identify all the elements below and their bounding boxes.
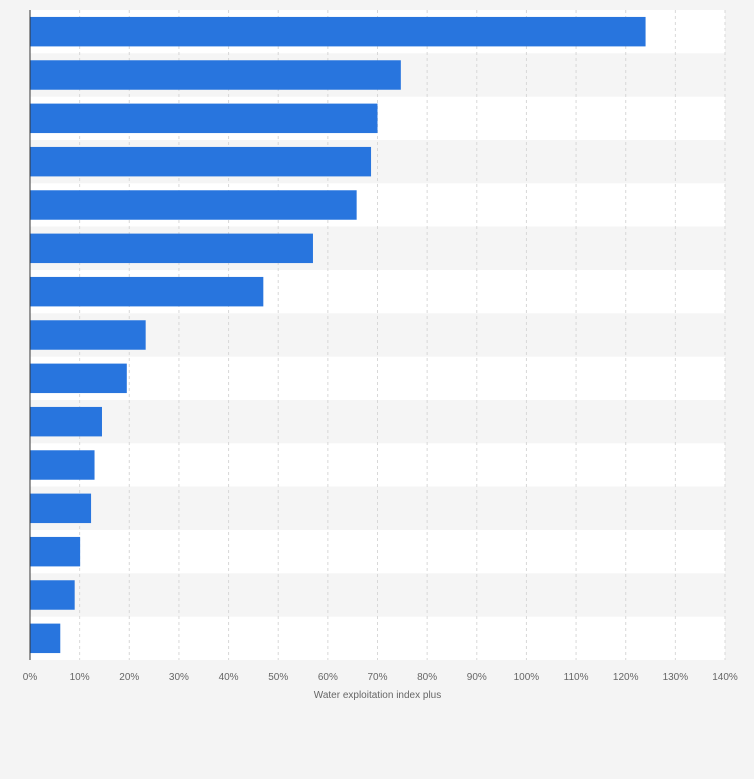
bar[interactable]	[30, 16, 646, 47]
x-tick-label: 120%	[613, 672, 639, 683]
bar[interactable]	[30, 60, 401, 90]
bar[interactable]	[30, 536, 81, 567]
x-tick-label: 70%	[367, 672, 387, 683]
x-tick-label: 130%	[663, 672, 689, 683]
bar[interactable]	[30, 103, 378, 134]
bar[interactable]	[30, 276, 264, 307]
bar[interactable]	[30, 493, 92, 524]
bars	[30, 16, 646, 654]
x-axis-ticks: 0% 10% 20% 30% 40% 50% 60% 70% 80% 90% 100% 110% 120…	[23, 672, 738, 683]
x-tick-label: 60%	[318, 672, 338, 683]
bar[interactable]	[30, 320, 146, 350]
x-tick-label: 140%	[712, 672, 738, 683]
x-tick-label: 40%	[219, 672, 239, 683]
x-axis-title: Water exploitation index plus	[314, 690, 441, 701]
x-tick-label: 50%	[268, 672, 288, 683]
bar[interactable]	[30, 363, 127, 394]
x-tick-label: 110%	[564, 672, 589, 683]
bar[interactable]	[30, 406, 102, 437]
x-tick-label: 90%	[467, 672, 487, 683]
bar[interactable]	[30, 580, 75, 610]
x-tick-label: 0%	[23, 672, 38, 683]
x-tick-label: 30%	[169, 672, 189, 683]
bar[interactable]	[30, 146, 372, 177]
bar[interactable]	[30, 450, 95, 480]
bar[interactable]	[30, 190, 357, 220]
x-tick-label: 20%	[119, 672, 139, 683]
bar[interactable]	[30, 623, 61, 654]
bar[interactable]	[30, 233, 313, 264]
x-tick-label: 100%	[514, 672, 540, 683]
x-tick-label: 80%	[417, 672, 437, 683]
x-tick-label: 10%	[70, 672, 90, 683]
